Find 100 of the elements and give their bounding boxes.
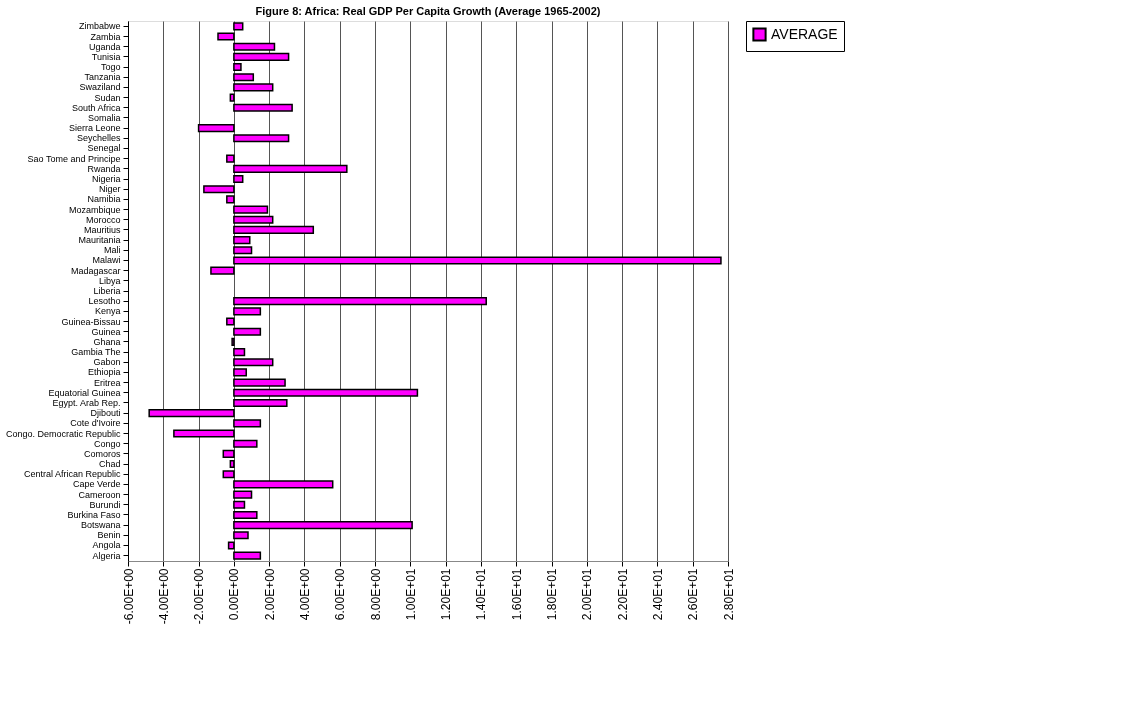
x-tick-label: 1.40E+01 (474, 568, 489, 621)
bar (233, 134, 290, 143)
bar (233, 531, 249, 540)
y-tick-label: Morocco (85, 214, 121, 225)
bar (148, 409, 235, 418)
y-tick-label: Kenya (94, 306, 121, 317)
chart-title: Figure 8: Africa: Real GDP Per Capita Growth (Average 1965-2002) (255, 4, 601, 17)
y-tick-label: Sao Tome and Principe (27, 153, 121, 164)
y-tick-label: Somalia (87, 112, 121, 123)
y-tick-label: Togo (100, 62, 121, 73)
bar (222, 470, 235, 479)
y-tick-label: Seychelles (76, 133, 121, 144)
bar (233, 480, 334, 489)
bar (233, 307, 262, 316)
x-tick-label: 1.20E+01 (439, 568, 454, 621)
y-tick-label: Guinea-Bissau (61, 316, 121, 327)
bar (233, 398, 288, 408)
y-tick-label: Mauritius (83, 224, 121, 235)
y-tick-label: Zimbabwe (78, 21, 121, 32)
bar (233, 500, 246, 509)
bar (233, 246, 253, 255)
bar (233, 551, 262, 560)
x-tick-label: 0.00E+00 (227, 568, 242, 621)
y-tick-label: Malawi (92, 255, 121, 266)
bar (222, 449, 235, 458)
y-tick-label: Rwanda (87, 163, 121, 174)
bar (226, 154, 235, 163)
x-tick-label: 2.00E+00 (262, 568, 277, 621)
y-tick-label: Burundi (89, 499, 121, 510)
y-tick-label: Libya (98, 275, 121, 286)
x-tick-label: -6.00E+00 (121, 568, 136, 625)
y-tick-label: Benin (97, 530, 121, 541)
bar (233, 73, 255, 82)
x-tick-label: 2.80E+01 (721, 568, 736, 621)
bar (197, 124, 235, 133)
y-tick-label: Chad (98, 459, 121, 470)
bar (233, 368, 247, 377)
y-tick-label: Swaziland (79, 82, 121, 93)
y-tick-label: Cote d'Ivoire (70, 418, 121, 429)
y-tick-label: Eritrea (93, 377, 121, 388)
y-tick-label: Mauritania (78, 235, 121, 246)
legend-label: AVERAGE (771, 25, 838, 42)
bar (226, 195, 235, 204)
y-tick-label: Central African Republic (23, 469, 121, 480)
x-tick-label: -4.00E+00 (156, 568, 171, 625)
x-tick-label: 1.80E+01 (545, 568, 560, 621)
y-tick-label: Uganda (88, 41, 121, 52)
x-tick-label: 4.00E+00 (297, 568, 312, 621)
bar (233, 103, 293, 112)
y-tick-label: Liberia (93, 286, 121, 296)
bar (233, 52, 290, 61)
bar (173, 429, 235, 438)
bar (233, 378, 286, 387)
y-tick-label: Cameroon (78, 489, 121, 500)
bar (233, 490, 253, 499)
y-tick-label: South Africa (71, 102, 121, 113)
y-tick-label: Comoros (83, 448, 121, 459)
y-tick-label: Equatorial Guinea (48, 387, 121, 398)
y-tick-label: Gabon (93, 357, 121, 368)
y-tick-label: Botswana (80, 520, 121, 531)
y-tick-label: Angola (92, 540, 121, 551)
y-tick-label: Burkina Faso (67, 509, 121, 520)
y-tick-label: Sudan (94, 92, 121, 103)
bar (233, 225, 315, 234)
y-tick-label: Sierra Leone (68, 123, 121, 134)
y-tick-label: Lesotho (88, 296, 121, 307)
x-tick-label: 2.40E+01 (650, 568, 665, 621)
bar (229, 459, 235, 469)
bar (229, 93, 235, 102)
bar (226, 317, 235, 326)
bar (233, 348, 246, 357)
bar (233, 174, 244, 184)
x-tick-label: 8.00E+00 (368, 568, 383, 621)
y-tick-label: Madagascar (70, 265, 121, 276)
bar (227, 541, 235, 550)
y-tick-label: Tanzania (84, 72, 121, 83)
bar (233, 439, 258, 448)
y-tick-label: Zambia (90, 31, 121, 42)
bar (233, 215, 274, 224)
x-tick-label: -2.00E+00 (192, 568, 207, 625)
bar (233, 419, 262, 428)
bar (233, 164, 348, 173)
bar (233, 521, 413, 530)
x-tick-label: 1.00E+01 (403, 568, 418, 621)
y-tick-label: Djibouti (90, 408, 121, 419)
bar (203, 185, 235, 194)
bar (233, 83, 274, 92)
x-tick-label: 2.20E+01 (615, 568, 630, 621)
bar (233, 388, 419, 397)
y-tick-label: Algeria (92, 550, 121, 561)
y-tick-label: Congo (93, 438, 121, 449)
y-tick-label: Ghana (93, 336, 121, 347)
bar (233, 236, 251, 245)
bar (233, 22, 244, 31)
y-tick-label: Mozambique (68, 204, 121, 215)
y-tick-label: Niger (98, 184, 121, 195)
bar (210, 266, 235, 275)
bar (233, 63, 242, 72)
x-tick-label: 2.00E+01 (580, 568, 595, 621)
bar (217, 32, 235, 41)
